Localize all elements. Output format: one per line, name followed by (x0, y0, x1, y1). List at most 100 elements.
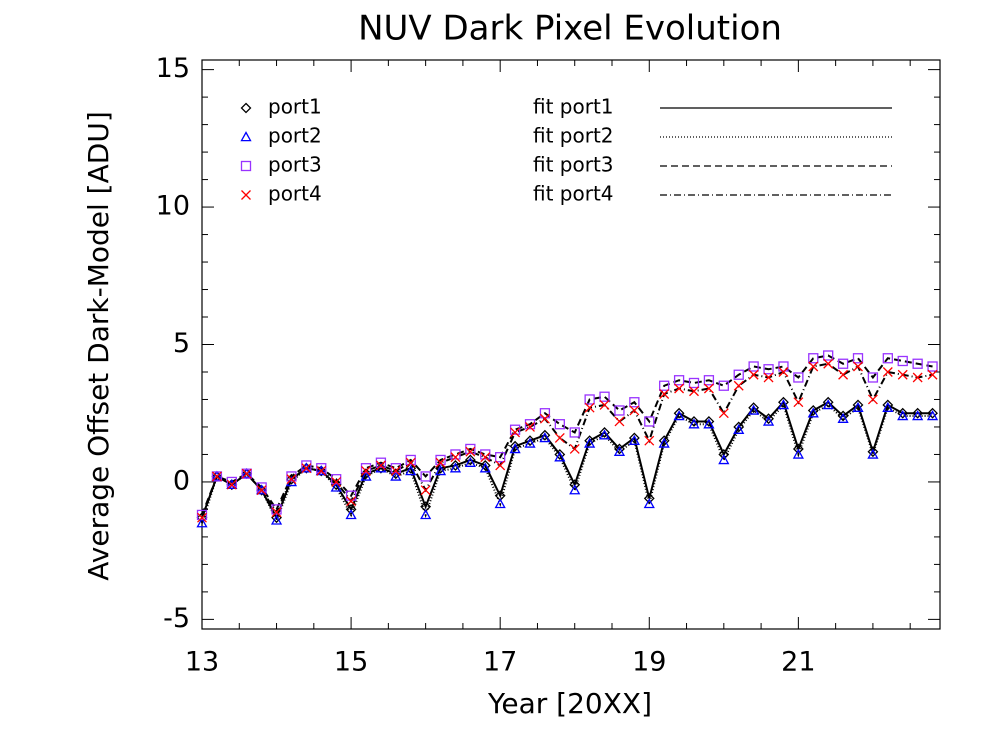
marker-x (614, 416, 625, 427)
y-axis-label: Average Offset Dark-Model [ADU] (82, 111, 115, 580)
marker-x (569, 443, 580, 454)
y-tick-label: 5 (173, 328, 190, 359)
marker-triangle (703, 418, 715, 429)
marker-diamond (882, 399, 894, 411)
marker-triangle (554, 451, 566, 462)
marker-diamond (822, 396, 834, 408)
marker-diamond (226, 479, 238, 491)
marker-square (599, 391, 610, 402)
marker-triangle (360, 470, 372, 481)
marker-x (599, 400, 610, 410)
marker-x (450, 452, 461, 463)
marker-square (912, 358, 923, 369)
marker-diamond (718, 449, 730, 460)
marker-triangle (807, 407, 819, 418)
marker-diamond (240, 102, 252, 114)
marker-triangle (479, 462, 491, 473)
marker-square (659, 380, 670, 391)
marker-x (927, 369, 938, 380)
marker-diamond (778, 396, 789, 408)
marker-triangle (300, 462, 312, 473)
marker-diamond (539, 429, 551, 441)
x-tick-label: 21 (781, 647, 815, 678)
marker-triangle (643, 498, 655, 509)
marker-diamond (300, 462, 312, 474)
marker-triangle (449, 462, 462, 473)
marker-triangle (196, 517, 208, 528)
marker-square (673, 375, 685, 386)
marker-square (569, 427, 580, 438)
x-tick-label: 19 (632, 647, 666, 678)
marker-x (390, 465, 401, 476)
marker-diamond (479, 460, 491, 471)
marker-triangle (256, 484, 268, 495)
marker-x (838, 369, 849, 380)
marker-square (480, 449, 491, 460)
marker-diamond (897, 407, 909, 419)
marker-square (927, 361, 938, 372)
marker-x (510, 427, 521, 438)
marker-square (793, 372, 804, 383)
marker-square (688, 377, 700, 389)
legend-label: port1 (268, 95, 322, 119)
marker-x (525, 422, 535, 432)
marker-x (882, 367, 893, 377)
marker-x (689, 386, 699, 397)
marker-diamond (703, 416, 715, 427)
marker-diamond (524, 435, 536, 447)
y-tick-label: 10 (156, 191, 190, 222)
legend-label: fit port4 (533, 182, 614, 206)
marker-triangle (345, 509, 357, 520)
marker-x (361, 465, 371, 476)
fit-line (201, 362, 933, 519)
marker-diamond (643, 493, 655, 504)
marker-square (867, 372, 879, 383)
marker-x (226, 479, 237, 490)
marker-triangle (315, 465, 327, 476)
marker-diamond (584, 435, 596, 447)
marker-triangle (762, 415, 775, 426)
marker-triangle (539, 432, 551, 443)
marker-triangle (837, 412, 849, 423)
fit-line (201, 400, 933, 521)
marker-square (629, 397, 640, 408)
marker-x (286, 474, 297, 485)
marker-diamond (614, 443, 625, 455)
marker-diamond (599, 427, 610, 438)
marker-diamond (792, 443, 804, 455)
marker-square (808, 353, 819, 364)
marker-x (256, 485, 267, 496)
marker-diamond (658, 435, 670, 447)
marker-diamond (807, 405, 819, 416)
marker-x (346, 496, 357, 507)
marker-square (852, 353, 864, 364)
legend-label: fit port1 (533, 95, 614, 119)
marker-triangle (733, 423, 745, 434)
marker-x (480, 452, 491, 463)
marker-triangle (434, 465, 447, 476)
marker-x (644, 435, 655, 446)
marker-triangle (688, 418, 700, 429)
marker-square (748, 361, 759, 372)
marker-square (360, 463, 372, 474)
marker-diamond (554, 449, 566, 460)
marker-square (823, 350, 834, 361)
marker-square (465, 443, 476, 455)
marker-diamond (867, 446, 879, 458)
marker-triangle (240, 131, 252, 142)
marker-x (271, 507, 282, 518)
marker-square (256, 482, 267, 493)
marker-square (405, 454, 416, 466)
marker-x (912, 372, 923, 383)
fit-line (201, 354, 933, 516)
marker-square (271, 504, 282, 515)
marker-x (211, 471, 222, 482)
marker-square (435, 454, 446, 466)
legend-label: port4 (268, 182, 322, 206)
marker-triangle (598, 429, 611, 440)
marker-square (763, 364, 774, 375)
marker-x (853, 361, 863, 372)
marker-diamond (912, 407, 924, 419)
marker-diamond (286, 473, 297, 485)
marker-x (301, 463, 312, 474)
